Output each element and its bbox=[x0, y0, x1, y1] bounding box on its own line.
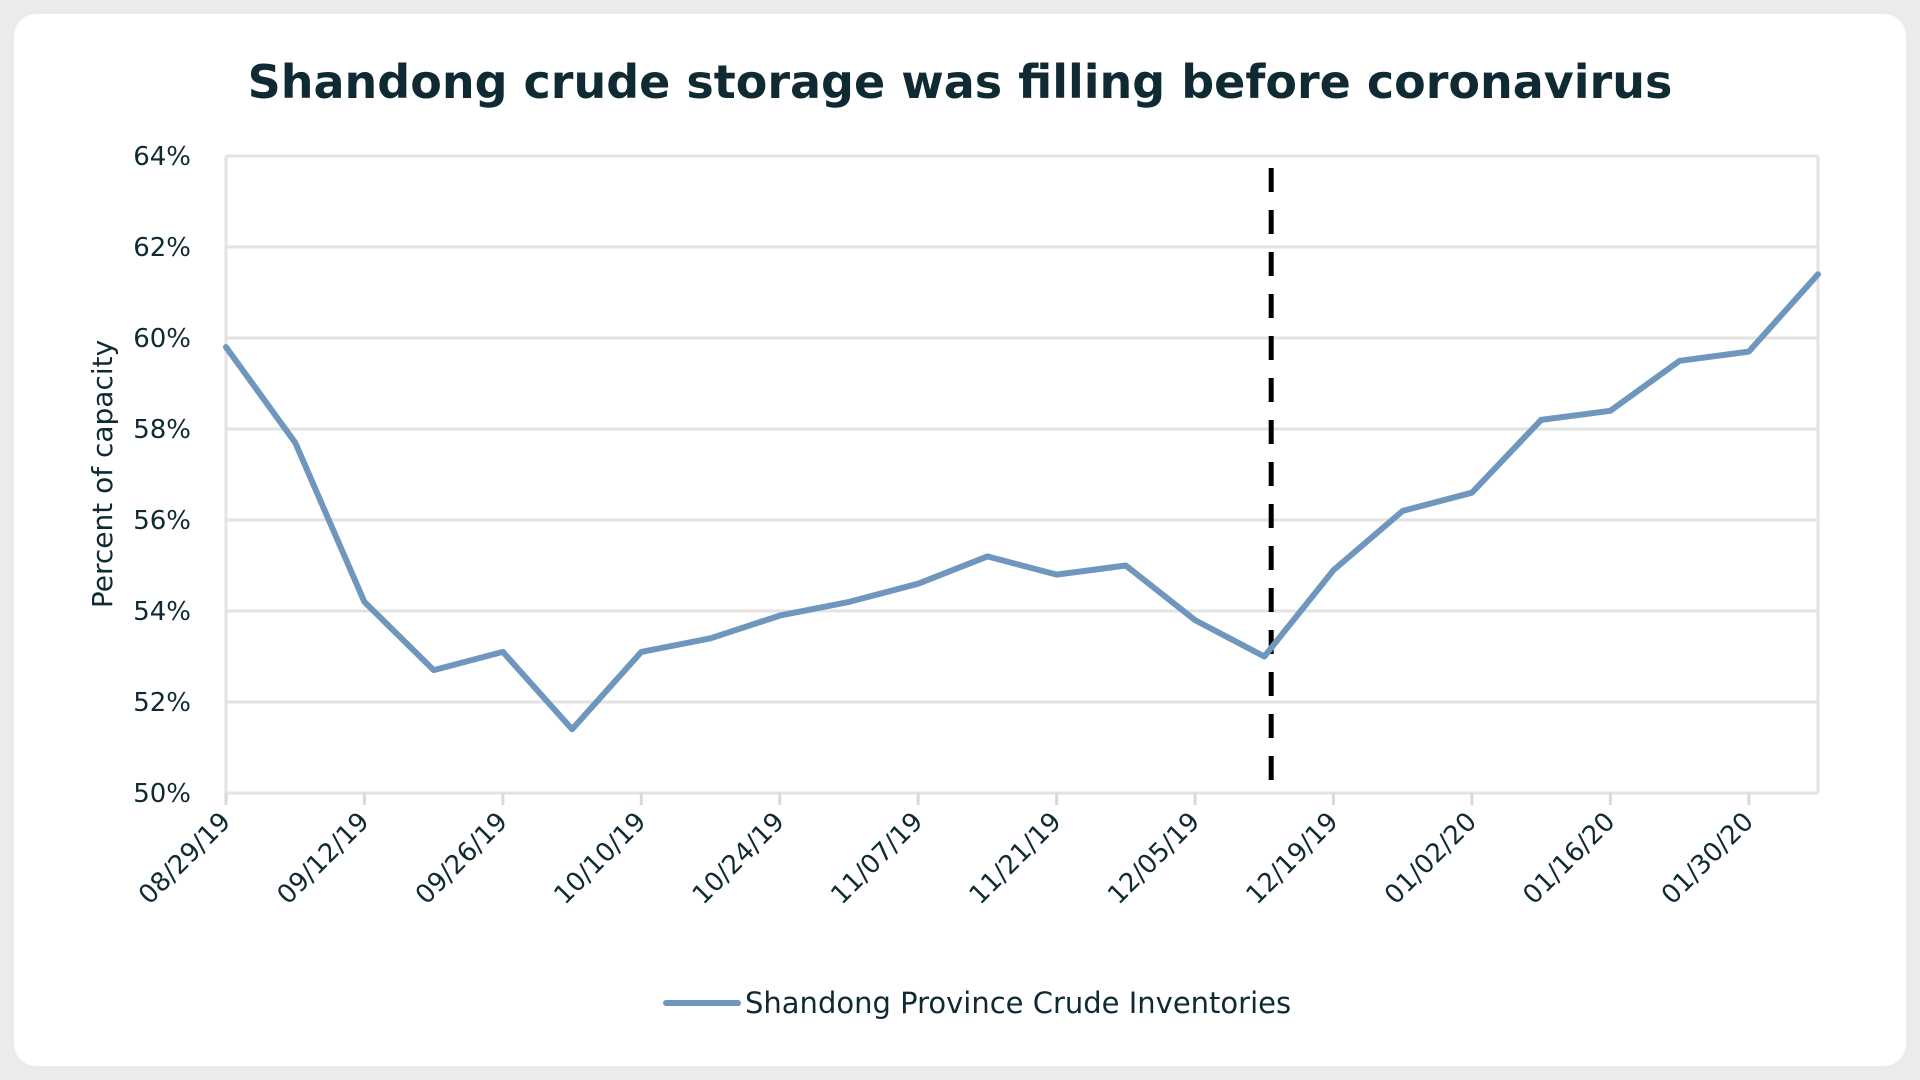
y-tick-label: 64% bbox=[133, 142, 191, 172]
y-tick-label: 56% bbox=[133, 506, 191, 536]
y-tick-label: 50% bbox=[133, 779, 191, 809]
x-tick-label: 01/02/20 bbox=[1379, 807, 1483, 911]
x-tick-label: 10/24/19 bbox=[687, 807, 791, 911]
data-point bbox=[361, 599, 367, 605]
data-point bbox=[431, 667, 437, 673]
data-point bbox=[1815, 271, 1821, 277]
data-point bbox=[708, 635, 714, 641]
y-tick-label: 54% bbox=[133, 597, 191, 627]
series-line-0 bbox=[223, 271, 1821, 733]
y-tick-label: 58% bbox=[133, 415, 191, 445]
x-tick-label: 01/30/20 bbox=[1656, 807, 1760, 911]
data-point bbox=[292, 440, 298, 446]
data-point bbox=[1330, 567, 1336, 573]
data-point bbox=[1538, 417, 1544, 423]
data-point bbox=[223, 344, 229, 350]
data-point bbox=[915, 581, 921, 587]
data-point bbox=[1054, 572, 1060, 578]
x-tick-label: 11/07/19 bbox=[825, 807, 929, 911]
y-tick-label: 60% bbox=[133, 324, 191, 354]
x-axis-ticks: 08/29/19 09/12/19 09/26/19 10/10/19 10/24/19… bbox=[133, 793, 1760, 911]
data-point bbox=[1192, 617, 1198, 623]
data-point bbox=[777, 613, 783, 619]
legend-label: Shandong Province Crude Inventories bbox=[745, 986, 1291, 1020]
data-point bbox=[1607, 408, 1613, 414]
x-tick-label: 01/16/20 bbox=[1518, 807, 1622, 911]
data-point bbox=[638, 649, 644, 655]
legend: Shandong Province Crude Inventories bbox=[663, 986, 1291, 1020]
data-point bbox=[500, 649, 506, 655]
data-point bbox=[984, 553, 990, 559]
x-tick-label: 11/21/19 bbox=[964, 807, 1068, 911]
x-tick-label: 12/19/19 bbox=[1241, 807, 1345, 911]
data-point bbox=[1677, 358, 1683, 364]
x-tick-label: 12/05/19 bbox=[1102, 807, 1206, 911]
chart-card bbox=[14, 14, 1906, 1066]
x-tick-label: 09/26/19 bbox=[410, 807, 514, 911]
chart-title: Shandong crude storage was filling befor… bbox=[248, 55, 1673, 109]
y-tick-label: 62% bbox=[133, 233, 191, 263]
data-point bbox=[569, 726, 575, 732]
y-axis-ticks: 50% 52% 54% 56% 58% 60% 62% 64% bbox=[133, 142, 191, 809]
gridlines bbox=[224, 154, 1820, 795]
data-point bbox=[1261, 654, 1267, 659]
data-point bbox=[1746, 349, 1752, 355]
x-tick-label: 10/10/19 bbox=[548, 807, 652, 911]
series-group bbox=[223, 271, 1821, 733]
data-point bbox=[846, 599, 852, 605]
data-point bbox=[1469, 490, 1475, 496]
data-point bbox=[1400, 508, 1406, 514]
data-point bbox=[1123, 563, 1129, 568]
x-tick-label: 08/29/19 bbox=[133, 807, 237, 911]
x-tick-label: 09/12/19 bbox=[272, 807, 376, 911]
y-tick-label: 52% bbox=[133, 688, 191, 718]
y-axis-label: Percent of capacity bbox=[86, 340, 119, 608]
